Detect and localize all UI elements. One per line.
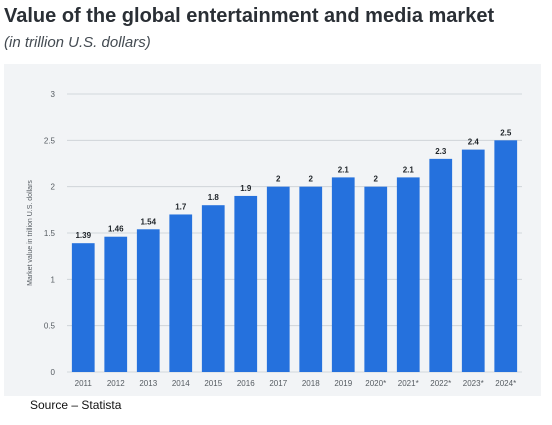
bar [136, 229, 160, 372]
bar [494, 140, 518, 372]
y-tick-label: 0 [51, 368, 56, 377]
x-tick-label: 2011 [75, 379, 93, 388]
bar [429, 158, 453, 372]
data-label: 2 [374, 175, 379, 184]
bar [331, 177, 355, 372]
bar [266, 186, 290, 372]
x-tick-label: 2015 [204, 379, 222, 388]
data-label: 2.1 [403, 165, 415, 174]
bar [71, 243, 95, 372]
bar [396, 177, 420, 372]
x-tick-label: 2012 [107, 379, 125, 388]
x-tick-label: 2024* [495, 379, 516, 388]
x-tick-label: 2020* [365, 379, 386, 388]
bar [201, 205, 225, 372]
chart-panel: 0 0.5 1 1.5 2 2.5 3 Market value in trillion U.… [4, 64, 541, 396]
data-label: 2.4 [468, 138, 480, 147]
y-tick-label: 0.5 [44, 322, 56, 331]
y-tick-label: 2 [51, 183, 56, 192]
x-tick-label: 2021* [398, 379, 419, 388]
bar [104, 236, 128, 372]
data-label: 2 [309, 175, 314, 184]
x-tick-label: 2013 [139, 379, 157, 388]
bar [234, 195, 258, 372]
bar [299, 186, 323, 372]
data-label: 1.9 [240, 184, 252, 193]
bar [364, 186, 388, 372]
data-label: 1.7 [175, 202, 187, 211]
y-axis-label: Market value in trillion U.S. dollars [27, 180, 34, 286]
bar-chart: 0 0.5 1 1.5 2 2.5 3 Market value in trillion U.… [27, 90, 522, 388]
data-label: 2.1 [338, 165, 350, 174]
x-tick-label: 2022* [430, 379, 451, 388]
data-label: 2 [276, 175, 281, 184]
y-tick-label: 2.5 [44, 136, 56, 145]
x-tick-label: 2014 [172, 379, 190, 388]
data-label: 2.5 [500, 128, 512, 137]
y-tick-label: 1.5 [44, 229, 56, 238]
x-tick-label: 2023* [463, 379, 484, 388]
data-label: 1.39 [75, 231, 91, 240]
data-label: 2.3 [435, 147, 447, 156]
x-tick-label: 2016 [237, 379, 255, 388]
source-note: Source – Statista [30, 398, 122, 412]
y-tick-label: 3 [51, 90, 56, 99]
data-label: 1.8 [208, 193, 220, 202]
data-label: 1.54 [140, 217, 156, 226]
chart-subtitle: (in trillion U.S. dollars) [4, 34, 151, 51]
bar [461, 149, 485, 372]
x-tick-label: 2017 [269, 379, 287, 388]
x-tick-label: 2019 [334, 379, 352, 388]
chart-title: Value of the global entertainment and me… [4, 5, 495, 27]
bar [169, 214, 193, 372]
x-tick-label: 2018 [302, 379, 320, 388]
data-label: 1.46 [108, 225, 124, 234]
y-tick-label: 1 [51, 275, 56, 284]
